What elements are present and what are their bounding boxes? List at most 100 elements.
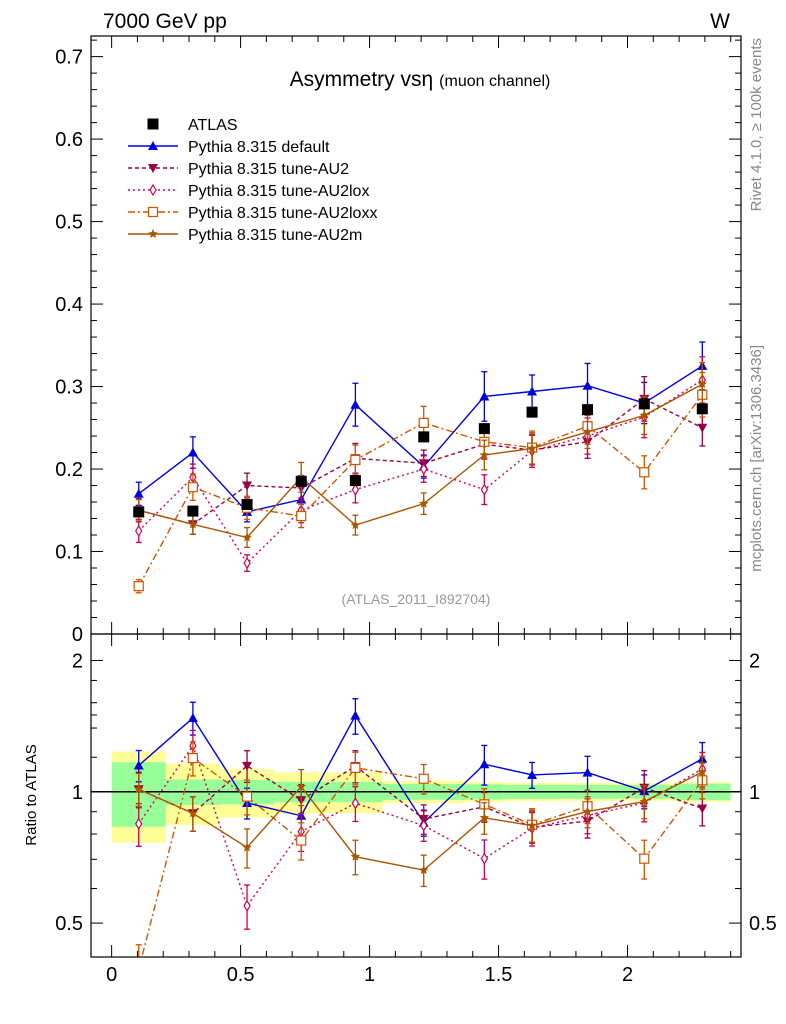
data-point xyxy=(639,410,650,420)
ratio-data-point xyxy=(527,769,538,779)
ratio-data-point xyxy=(418,773,429,784)
y-tick-label: 0.2 xyxy=(55,459,83,481)
x-tick-label: 2 xyxy=(622,964,633,986)
data-point xyxy=(188,519,198,529)
data-point xyxy=(480,483,489,496)
data-point xyxy=(697,423,708,433)
data-point xyxy=(418,498,429,508)
rivet-label: Rivet 4.1.0, ≥ 100k events xyxy=(748,38,765,211)
data-point xyxy=(133,581,144,592)
ratio-data-point xyxy=(243,899,251,912)
ratio-data-point xyxy=(187,712,198,722)
ratio-data-point xyxy=(479,812,490,822)
atlas-data-point xyxy=(349,475,361,487)
atlas-data-point xyxy=(241,499,253,511)
main-panel: 0 0.1 0.2 0.3 0.4 0.5 0.6 0.7 xyxy=(55,35,742,646)
atlas-data-point xyxy=(696,403,708,415)
y-tick-label: 0.1 xyxy=(55,542,83,564)
ratio-data-point xyxy=(480,852,489,865)
data-point xyxy=(187,447,198,457)
ratio-data-point xyxy=(582,767,593,777)
atlas-data-point xyxy=(638,398,650,410)
legend-label: Pythia 8.315 tune-AU2loxx xyxy=(188,205,377,222)
mcplots-label: mcplots.cern.ch [arXiv:1306.3436] xyxy=(748,345,765,572)
y-tick-label: 0 xyxy=(72,624,83,646)
ratio-data-point xyxy=(188,808,198,818)
ratio-series-line xyxy=(138,744,703,908)
atlas-data-point xyxy=(582,404,594,416)
data-point xyxy=(242,481,253,491)
data-point xyxy=(420,462,428,476)
ratio-data-point xyxy=(350,762,361,773)
legend: ATLAS Pythia 8.315 default Pythia 8.315 tu… xyxy=(128,117,377,244)
data-point xyxy=(582,426,593,436)
atlas-data-point xyxy=(526,406,538,418)
data-point xyxy=(133,488,144,498)
x-tick-label: 1 xyxy=(364,964,375,986)
ratio-data-point xyxy=(582,806,593,816)
atlas-data-point xyxy=(418,431,430,443)
data-point xyxy=(582,380,593,390)
data-point xyxy=(479,391,490,401)
ratio-data-point xyxy=(479,759,490,769)
y-tick-label: 0.5 xyxy=(55,212,83,234)
ratio-y-tick-label-right: 1 xyxy=(749,782,760,804)
data-point xyxy=(527,443,537,453)
chart-title: Asymmetry vsη (muon channel) xyxy=(290,68,551,91)
ratio-frame xyxy=(90,633,742,958)
data-point xyxy=(418,417,429,428)
ratio-data-point xyxy=(697,804,708,814)
data-point xyxy=(697,379,708,389)
data-point xyxy=(350,399,361,409)
data-point xyxy=(243,556,251,570)
ratio-y-tick-label-right: 2 xyxy=(749,650,760,672)
legend-marker xyxy=(147,206,159,218)
y-tick-label: 0.4 xyxy=(55,294,83,316)
ratio-y-tick-label: 2 xyxy=(72,650,83,672)
ratio-data-point xyxy=(527,820,537,830)
x-tick-label: 0 xyxy=(106,964,117,986)
ratio-data-point xyxy=(350,851,361,861)
data-point xyxy=(187,482,198,493)
ratio-y-tick-label-right: 0.5 xyxy=(749,913,777,935)
ratio-data-point xyxy=(351,797,360,810)
x-tick-label: 1.5 xyxy=(485,964,513,986)
ratio-data-point xyxy=(241,791,253,802)
data-point xyxy=(350,454,361,466)
ratio-panel: 0 0.5 1 1.5 2 0.5 0.5 1 1 2 2 xyxy=(55,633,777,986)
data-point xyxy=(242,532,252,542)
ratio-data-point xyxy=(296,781,306,791)
data-point xyxy=(639,467,650,478)
ratio-y-tick-label: 0.5 xyxy=(55,913,83,935)
atlas-data-point xyxy=(478,423,490,435)
header-left: 7000 GeV pp xyxy=(103,10,227,33)
series-3-ratio xyxy=(135,729,707,930)
data-point xyxy=(296,510,307,522)
ratio-data-point xyxy=(242,842,252,852)
legend-label: ATLAS xyxy=(188,117,238,134)
legend-marker xyxy=(148,141,158,150)
data-point xyxy=(350,520,361,530)
ratio-data-point xyxy=(639,796,650,806)
ratio-data-point xyxy=(133,760,144,770)
series-2-main xyxy=(133,376,708,535)
ratio-y-axis-label: Ratio to ATLAS xyxy=(23,744,40,845)
x-tick-label: 0.5 xyxy=(227,964,255,986)
y-tick-label: 0.6 xyxy=(55,129,83,151)
atlas-data-points xyxy=(133,398,708,518)
chart-title-main: Asymmetry vsη xyxy=(290,68,434,91)
ratio-data-point xyxy=(296,835,307,846)
ratio-data-point xyxy=(187,752,198,764)
data-point xyxy=(351,483,360,496)
ratio-y-tick-label: 1 xyxy=(72,782,83,804)
legend-label: Pythia 8.315 default xyxy=(188,139,330,156)
header-right: W xyxy=(710,10,730,33)
series-line xyxy=(138,379,703,565)
series-line xyxy=(138,398,703,526)
data-point xyxy=(479,450,490,460)
atlas-data-point xyxy=(187,505,199,517)
data-point xyxy=(135,524,143,538)
ratio-data-point xyxy=(697,767,708,777)
legend-label: Pythia 8.315 tune-AU2lox xyxy=(188,183,369,200)
